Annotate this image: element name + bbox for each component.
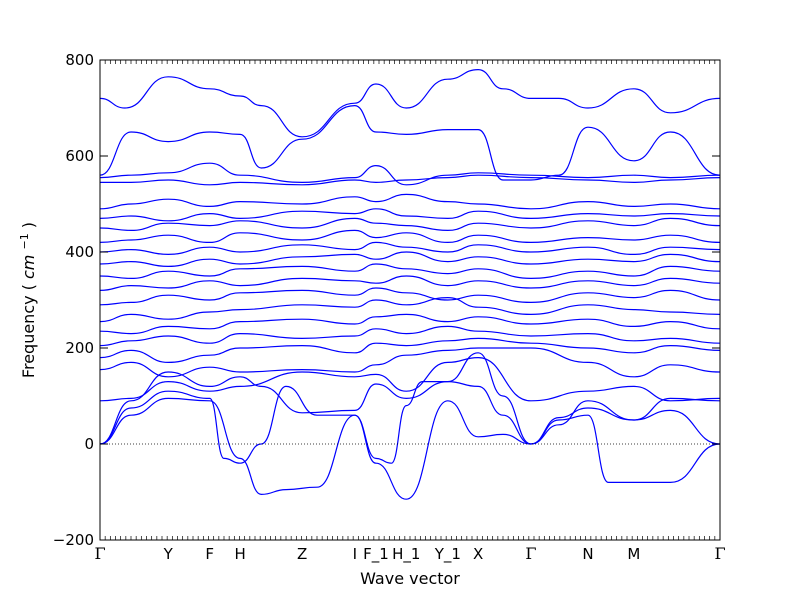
y-axis-title-open-paren: (	[19, 284, 38, 290]
y-axis-title-close-paren: )	[19, 222, 38, 228]
y-axis-title: Frequency ( cm −1 )	[18, 222, 39, 378]
y-tick-label: 400	[65, 243, 94, 261]
y-tick-label: 0	[84, 435, 94, 453]
band-10	[99, 287, 721, 306]
x-tick-label: Γ	[714, 544, 725, 563]
x-tick-label: F	[205, 545, 214, 563]
y-tick-label: 800	[65, 51, 94, 69]
band-1	[99, 397, 721, 500]
band-22	[99, 68, 721, 138]
plot-frame	[99, 59, 721, 541]
band-11	[99, 275, 721, 291]
y-axis-unit-exponent: −1	[18, 233, 31, 249]
x-tick-label: F_1	[363, 545, 389, 564]
y-tick-label: 600	[65, 147, 94, 165]
band-16	[99, 217, 721, 232]
band-13	[99, 251, 721, 268]
band-18	[99, 193, 721, 210]
y-axis: −200 0 200 400 600 800	[53, 51, 720, 549]
band-2	[99, 381, 721, 464]
band-17	[99, 208, 721, 222]
band-4	[99, 356, 721, 402]
band-20	[99, 162, 721, 186]
y-tick-label: −200	[53, 531, 94, 549]
band-3	[99, 352, 721, 445]
band-19	[100, 174, 721, 186]
band-9	[99, 296, 721, 323]
bands-layer	[99, 68, 721, 500]
band-15	[99, 229, 721, 244]
band-12	[99, 263, 721, 280]
y-axis-title-text: Frequency	[19, 295, 38, 378]
band-21	[99, 104, 721, 181]
y-axis-unit-base: cm	[19, 255, 38, 279]
x-tick-label: Z	[297, 545, 307, 563]
band-14	[99, 241, 721, 256]
x-tick-label: H	[234, 545, 245, 563]
x-axis-title: Wave vector	[360, 569, 460, 588]
x-tick-label: X	[473, 545, 483, 563]
x-tick-label: Γ	[94, 544, 105, 563]
x-tick-label: M	[627, 545, 640, 563]
x-tick-label: Γ	[525, 544, 536, 563]
band-7	[99, 325, 721, 347]
x-axis: Γ Y F H Z I F_1 H_1 Y_1 X Γ N M Γ	[94, 60, 726, 564]
x-tick-label: Y_1	[434, 545, 461, 564]
x-tick-label: Y	[163, 545, 174, 563]
x-tick-label: H_1	[392, 545, 420, 564]
band-8	[99, 313, 721, 335]
band-6	[99, 337, 721, 364]
x-tick-label: I	[353, 545, 357, 563]
band-5	[99, 347, 721, 378]
x-tick-label: N	[582, 545, 593, 563]
y-tick-label: 200	[65, 339, 94, 357]
